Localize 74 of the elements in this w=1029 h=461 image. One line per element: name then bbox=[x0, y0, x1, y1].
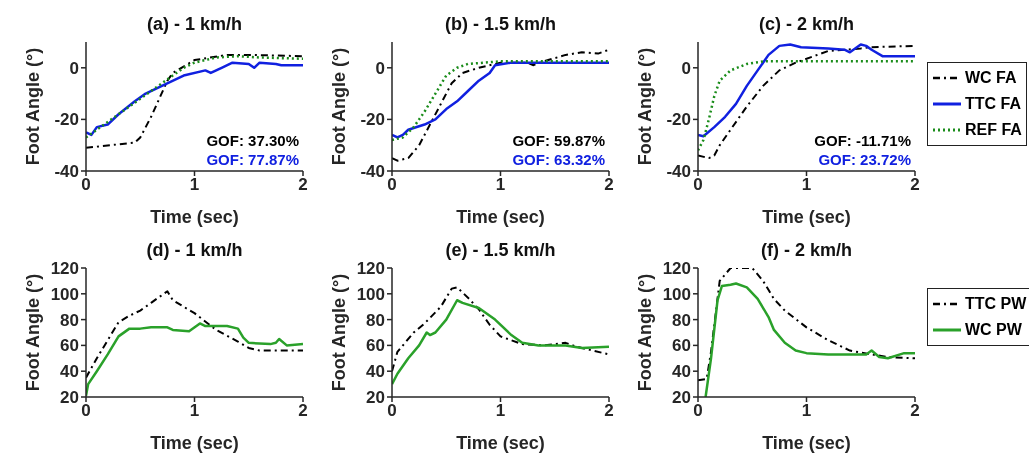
y-tick-label: -20 bbox=[666, 110, 691, 130]
y-axis-title: Foot Angle (°) bbox=[329, 47, 350, 166]
y-axis-title: Foot Angle (°) bbox=[23, 273, 44, 392]
y-axis-title: Foot Angle (°) bbox=[329, 273, 350, 392]
legend-label: TTC FA bbox=[965, 95, 1021, 113]
x-axis-title: Time (sec) bbox=[456, 207, 545, 227]
annotation: GOF: 59.87% bbox=[511, 131, 605, 150]
x-tick-label: 1 bbox=[189, 401, 200, 421]
y-tick-label: -20 bbox=[54, 110, 79, 130]
y-tick-label: 20 bbox=[672, 388, 691, 408]
annotation: GOF: 37.30% bbox=[205, 131, 299, 150]
legend-label: TTC PW bbox=[965, 295, 1027, 313]
x-tick-label: 1 bbox=[801, 175, 812, 195]
y-axis-title: Foot Angle (°) bbox=[635, 273, 656, 392]
annotation: GOF: 23.72% bbox=[817, 150, 911, 169]
line-series bbox=[698, 60, 915, 152]
y-tick-label: -40 bbox=[360, 162, 385, 182]
line-series bbox=[704, 282, 915, 397]
y-tick-label: 0 bbox=[69, 58, 79, 78]
line-series bbox=[698, 268, 915, 382]
x-tick-label: 1 bbox=[495, 401, 506, 421]
y-tick-label: 20 bbox=[366, 388, 385, 408]
y-tick-label: 100 bbox=[356, 284, 385, 304]
annotation: GOF: 63.32% bbox=[511, 150, 605, 169]
y-tick-label: 120 bbox=[662, 259, 691, 279]
x-tick-label: 2 bbox=[910, 401, 920, 421]
chart-title: (f) - 2 km/h bbox=[760, 240, 853, 261]
x-axis-title: Time (sec) bbox=[456, 433, 545, 453]
y-tick-label: -40 bbox=[666, 162, 691, 182]
annotation: GOF: 77.87% bbox=[205, 150, 299, 169]
chart-title: (b) - 1.5 km/h bbox=[444, 14, 557, 35]
line-series bbox=[392, 299, 609, 386]
x-axis-title: Time (sec) bbox=[762, 207, 851, 227]
y-tick-label: -20 bbox=[360, 110, 385, 130]
y-tick-label: 60 bbox=[672, 336, 691, 356]
y-tick-label: 60 bbox=[366, 336, 385, 356]
x-tick-label: 2 bbox=[604, 175, 614, 195]
x-axis-title: Time (sec) bbox=[762, 433, 851, 453]
chart-title: (d) - 1 km/h bbox=[145, 240, 244, 261]
y-axis-title: Foot Angle (°) bbox=[635, 47, 656, 166]
y-tick-label: 60 bbox=[60, 336, 79, 356]
x-tick-label: 2 bbox=[298, 175, 308, 195]
y-tick-label: 20 bbox=[60, 388, 79, 408]
x-tick-label: 1 bbox=[801, 401, 812, 421]
y-tick-label: 120 bbox=[50, 259, 79, 279]
y-tick-label: 0 bbox=[681, 58, 691, 78]
y-tick-label: 100 bbox=[662, 284, 691, 304]
y-tick-label: 80 bbox=[366, 310, 385, 330]
legend-label: WC FA bbox=[965, 69, 1017, 87]
x-tick-label: 2 bbox=[910, 175, 920, 195]
y-tick-label: 80 bbox=[60, 310, 79, 330]
line-series bbox=[698, 43, 915, 138]
legend-label: REF FA bbox=[965, 121, 1022, 139]
y-tick-label: 120 bbox=[356, 259, 385, 279]
x-axis-title: Time (sec) bbox=[150, 433, 239, 453]
x-tick-label: 1 bbox=[495, 175, 506, 195]
y-tick-label: 80 bbox=[672, 310, 691, 330]
chart-title: (c) - 2 km/h bbox=[758, 14, 855, 35]
y-tick-label: 40 bbox=[366, 362, 385, 382]
x-tick-label: 2 bbox=[298, 401, 308, 421]
x-tick-label: 2 bbox=[604, 401, 614, 421]
chart-title: (e) - 1.5 km/h bbox=[444, 240, 557, 261]
chart-title: (a) - 1 km/h bbox=[146, 14, 243, 35]
y-tick-label: 40 bbox=[60, 362, 79, 382]
y-tick-label: 0 bbox=[375, 58, 385, 78]
x-axis-title: Time (sec) bbox=[150, 207, 239, 227]
x-tick-label: 1 bbox=[189, 175, 200, 195]
y-tick-label: -40 bbox=[54, 162, 79, 182]
annotation: GOF: -11.71% bbox=[813, 131, 911, 150]
line-series bbox=[86, 290, 303, 379]
y-tick-label: 100 bbox=[50, 284, 79, 304]
legend-label: WC PW bbox=[965, 321, 1022, 339]
y-tick-label: 40 bbox=[672, 362, 691, 382]
y-axis-title: Foot Angle (°) bbox=[23, 47, 44, 166]
